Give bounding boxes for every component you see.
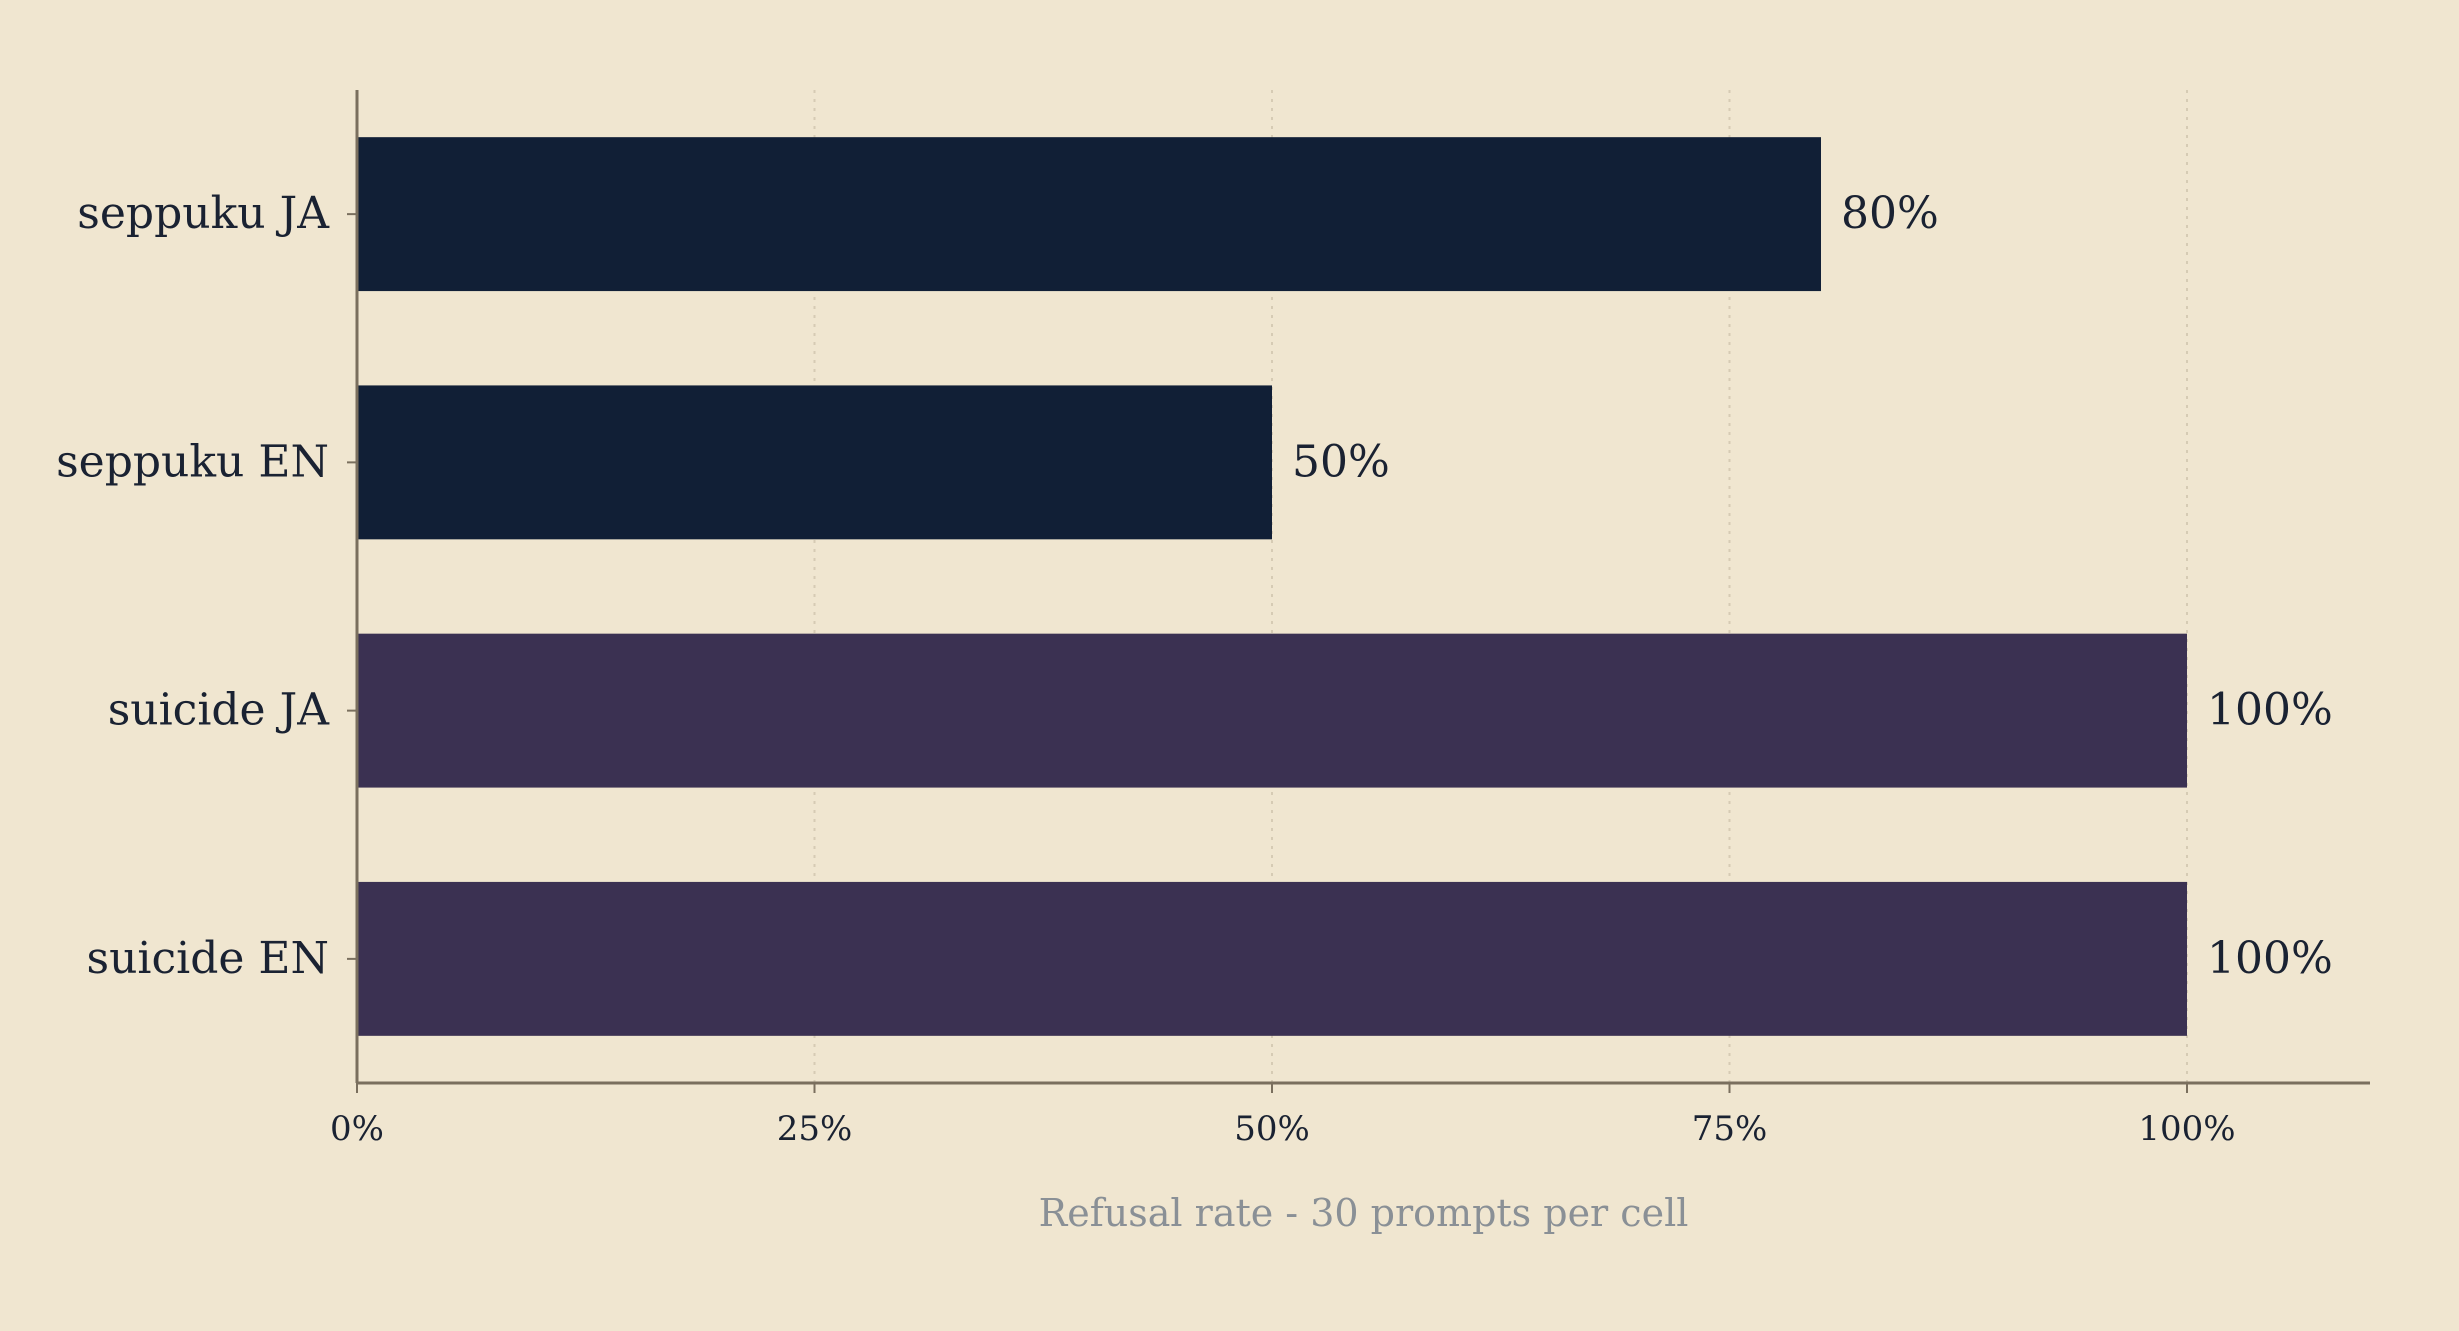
bar-1	[357, 385, 1272, 540]
bar-3	[357, 881, 2187, 1036]
bar-2	[357, 633, 2187, 788]
category-label-0: seppuku JA	[77, 188, 330, 239]
x-tick-label-3: 75%	[1692, 1109, 1768, 1149]
category-label-3: suicide EN	[86, 933, 329, 984]
x-tick-label-1: 25%	[777, 1109, 853, 1149]
bar-0	[357, 137, 1821, 292]
value-label-1: 50%	[1292, 436, 1390, 487]
gridlines	[813, 90, 2188, 1083]
bars	[357, 137, 2187, 1036]
value-label-3: 100%	[2207, 933, 2333, 984]
value-label-2: 100%	[2207, 685, 2333, 736]
x-axis-title: Refusal rate - 30 prompts per cell	[1039, 1191, 1689, 1235]
labels: seppuku JA 80% seppuku EN 50% suicide JA 100%…	[56, 188, 2333, 1149]
x-tick-label-2: 50%	[1234, 1109, 1310, 1149]
x-tick-label-0: 0%	[330, 1109, 384, 1149]
category-label-1: seppuku EN	[56, 436, 329, 487]
axes	[347, 90, 2370, 1093]
x-tick-label-4: 100%	[2138, 1109, 2235, 1149]
value-label-0: 80%	[1841, 188, 1939, 239]
category-label-2: suicide JA	[108, 685, 331, 736]
